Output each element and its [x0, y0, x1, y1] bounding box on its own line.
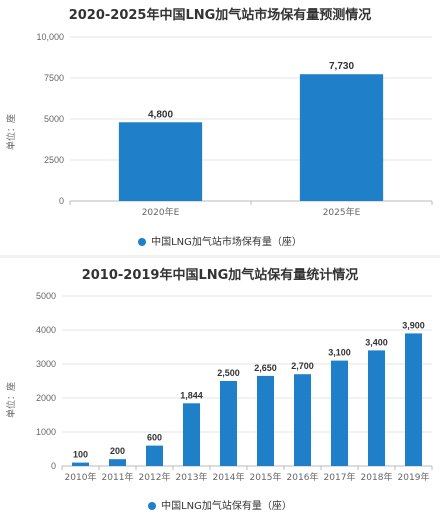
data-label: 2,500 — [217, 368, 240, 378]
bar — [71, 462, 90, 466]
x-tick-label: 2015年 — [250, 471, 282, 483]
chart-plot-2020-2025: 0 2500 5000 7500 10,000 4,800 2020年E 7,730 2025年… — [36, 32, 433, 218]
x-tick-label: 2016年 — [287, 471, 319, 483]
data-label: 200 — [110, 446, 125, 456]
x-tick-label: 2010年 — [65, 471, 97, 483]
divider — [0, 255, 440, 258]
x-tick-label: 2018年 — [361, 471, 393, 483]
legend-dot-icon — [148, 502, 157, 510]
y-tick-label: 2000 — [36, 393, 56, 403]
x-tick-label: 2011年 — [102, 471, 134, 483]
x-tick-label: 2017年 — [324, 471, 356, 483]
bar — [367, 350, 386, 466]
legend: 中国LNG加气站市场保有量（座） — [0, 233, 440, 248]
data-label: 3,900 — [402, 320, 425, 330]
y-tick-label: 1000 — [36, 427, 56, 437]
y-tick-label: 0 — [59, 196, 64, 206]
y-tick-label: 10,000 — [36, 32, 64, 42]
data-label: 1,844 — [180, 390, 203, 400]
legend-dot-icon — [138, 238, 147, 246]
data-label: 2,650 — [254, 363, 277, 373]
chart-2010-2019: 0 1000 2000 3000 4000 5000 100 2010年 200 2011年 600… — [0, 258, 440, 513]
x-tick-label: 2012年 — [139, 471, 171, 483]
bar — [118, 122, 203, 201]
chart-title: 2020-2025年中国LNG加气站市场保有量预测情况 — [68, 8, 372, 23]
data-label: 100 — [73, 450, 88, 460]
bar — [293, 374, 312, 466]
x-tick-label: 2019年 — [398, 471, 430, 483]
bar — [219, 381, 238, 466]
x-tick-label: 2025年E — [323, 206, 361, 218]
bar — [299, 74, 384, 201]
bar — [145, 445, 164, 466]
x-tick-label: 2020年E — [142, 206, 180, 218]
bar — [404, 333, 423, 466]
data-label: 3,100 — [328, 348, 351, 358]
y-tick-label: 0 — [51, 461, 56, 471]
data-label: 3,400 — [365, 337, 388, 347]
legend-label: 中国LNG加气站保有量（座） — [161, 501, 292, 512]
chart-plot-2010-2019: 0 1000 2000 3000 4000 5000 100 2010年 200 2011年 600… — [36, 291, 433, 483]
y-tick-label: 3000 — [36, 359, 56, 369]
data-label: 4,800 — [148, 109, 173, 120]
data-label: 600 — [147, 433, 162, 443]
y-tick-label: 4000 — [36, 325, 56, 335]
bar — [182, 403, 201, 466]
chart-2020-2025: 0 2500 5000 7500 10,000 4,800 2020年E 7,730 2025年… — [0, 0, 440, 255]
data-label: 2,700 — [291, 361, 314, 371]
y-tick-label: 7500 — [44, 73, 64, 83]
y-tick-label: 5000 — [36, 291, 56, 301]
bar — [256, 375, 275, 466]
y-axis-label: 单位：座 — [7, 113, 17, 150]
y-tick-label: 5000 — [44, 114, 64, 124]
x-tick-label: 2014年 — [213, 471, 245, 483]
y-axis-label: 单位：座 — [7, 381, 17, 418]
x-tick-label: 2013年 — [176, 471, 208, 483]
chart-title: 2010-2019年中国LNG加气站保有量统计情况 — [81, 268, 359, 283]
legend-label: 中国LNG加气站市场保有量（座） — [151, 237, 302, 248]
bar — [330, 360, 349, 466]
bar — [108, 459, 127, 466]
y-tick-label: 2500 — [44, 155, 64, 165]
data-label: 7,730 — [329, 61, 354, 72]
legend: 中国LNG加气站保有量（座） — [0, 497, 440, 512]
